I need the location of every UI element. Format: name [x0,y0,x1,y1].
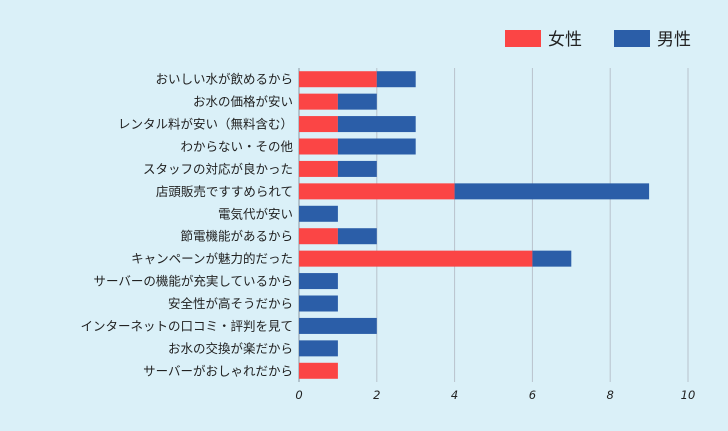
bar-6-series-1 [299,205,338,222]
x-tick-label-2: 4 [451,388,458,402]
category-label-10: 安全性が高そうだから [168,296,293,311]
bar-8-series-1 [532,250,572,267]
category-label-9: サーバーの機能が充実しているから [93,274,293,289]
category-label-2: レンタル料が安い（無料含む） [118,117,293,132]
x-tick-labels: 0 2 4 6 8 10 [295,388,695,402]
bar-1-series-0 [299,93,338,110]
category-label-1: お水の価格が安い [193,94,293,109]
x-tick-label-1: 2 [373,388,380,402]
bar-4-series-1 [337,160,377,177]
bar-3-series-1 [337,138,416,155]
bar-2-series-0 [299,116,338,133]
x-tick-label-5: 10 [681,388,696,402]
bar-3-series-0 [299,138,338,155]
bar-0-series-1 [376,71,416,88]
bar-13-series-0 [299,362,338,379]
grid-lines [298,68,689,382]
bar-4-series-0 [299,160,338,177]
x-tick-label-4: 8 [607,388,614,402]
category-label-0: おいしい水が飲めるから [155,72,293,87]
legend-label-1: 男性 [657,30,691,50]
bar-7-series-1 [337,228,377,245]
category-label-8: キャンペーンが魅力的だった [131,251,293,266]
bars [299,71,650,379]
bar-7-series-0 [299,228,338,245]
category-label-4: スタッフの対応が良かった [143,161,293,176]
x-tick-label-3: 6 [529,388,536,402]
bar-2-series-1 [337,116,416,133]
bar-12-series-1 [299,340,338,357]
bar-8-series-0 [299,250,533,267]
bar-10-series-1 [299,295,338,312]
category-label-11: インターネットの口コミ・評判を見て [80,318,293,333]
bar-5-series-0 [299,183,455,200]
bar-9-series-1 [299,273,338,290]
category-label-7: 節電機能があるから [180,229,293,244]
bar-0-series-0 [299,71,377,88]
legend-swatch-1 [614,30,650,47]
legend-swatch-0 [505,30,541,47]
legend-label-0: 女性 [548,30,582,50]
category-label-12: お水の交換が楽だから [168,341,293,356]
legend: 女性 男性 [505,30,691,50]
bar-5-series-1 [454,183,650,200]
category-label-13: サーバーがおしゃれだから [143,363,293,378]
bar-1-series-1 [337,93,377,110]
x-tick-label-0: 0 [295,388,302,402]
category-label-6: 電気代が安い [218,206,293,221]
category-label-3: わからない・その他 [180,139,293,154]
category-label-5: 店頭販売ですすめられて [156,184,293,199]
bar-11-series-1 [299,317,377,334]
